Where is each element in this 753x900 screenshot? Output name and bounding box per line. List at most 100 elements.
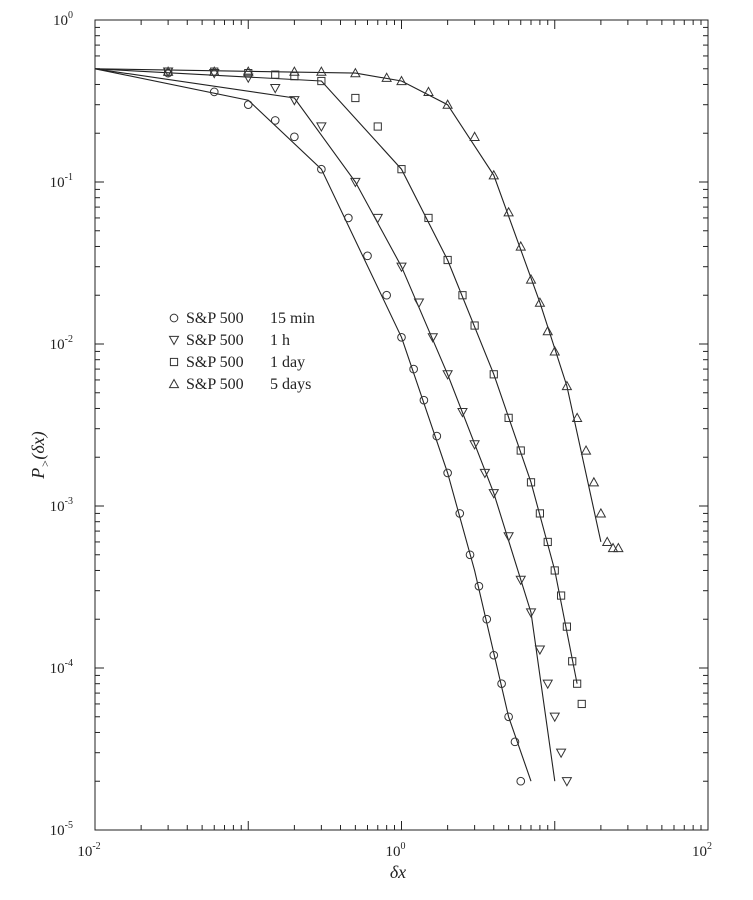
plot-frame bbox=[94, 19, 709, 831]
data-point bbox=[350, 177, 361, 188]
legend-name: S&P 500 bbox=[186, 332, 244, 349]
data-point bbox=[526, 478, 536, 487]
fit-line bbox=[94, 68, 602, 543]
y-tick-label: 10-3 bbox=[50, 496, 73, 515]
y-tick-label: 10-4 bbox=[50, 658, 73, 677]
data-point bbox=[424, 213, 433, 223]
legend: S&P 500 15 min S&P 500 1 h S&P 500 1 day S&P 5… bbox=[168, 310, 315, 393]
data-point bbox=[516, 446, 525, 455]
x-tick-label: 100 bbox=[386, 841, 406, 860]
data-point bbox=[510, 737, 520, 747]
data-point bbox=[397, 332, 406, 342]
svg-text:P>(δx): P>(δx) bbox=[28, 431, 52, 479]
data-point bbox=[242, 66, 254, 76]
data-point bbox=[543, 537, 552, 547]
data-point bbox=[270, 116, 280, 125]
data-point bbox=[534, 297, 546, 307]
data-point bbox=[458, 291, 467, 300]
data-point bbox=[316, 66, 327, 76]
data-point bbox=[209, 87, 219, 97]
series-triangle-down bbox=[162, 67, 573, 787]
series-circle bbox=[163, 68, 526, 786]
legend-marker bbox=[168, 335, 180, 346]
tick-labels: 10-2 100 102 100 10-1 10-2 10-3 10-4 10-5 bbox=[50, 10, 712, 860]
x-tick-label: 10-2 bbox=[77, 841, 100, 860]
data-point bbox=[397, 165, 406, 174]
legend-period: 1 h bbox=[270, 332, 290, 349]
data-point bbox=[580, 444, 592, 455]
data-point bbox=[465, 550, 475, 560]
plot-border bbox=[94, 19, 709, 831]
legend-marker bbox=[169, 313, 179, 323]
data-point bbox=[457, 407, 468, 418]
data-point bbox=[290, 132, 299, 142]
data-point bbox=[595, 507, 607, 518]
data-point bbox=[381, 72, 392, 82]
data-point bbox=[469, 440, 480, 450]
data-point bbox=[289, 96, 300, 106]
data-point bbox=[350, 67, 361, 78]
data-point bbox=[561, 777, 573, 787]
data-point bbox=[423, 86, 434, 96]
fit-lines bbox=[94, 68, 602, 782]
data-point bbox=[488, 169, 500, 180]
data-point bbox=[573, 679, 582, 688]
legend-period: 5 days bbox=[270, 376, 311, 393]
data-point bbox=[427, 333, 439, 343]
x-axis-title: δx bbox=[390, 862, 406, 882]
data-point bbox=[317, 164, 326, 174]
data-point bbox=[516, 776, 526, 786]
axis-ticks bbox=[94, 20, 708, 831]
data-point bbox=[290, 72, 299, 81]
data-point bbox=[317, 76, 326, 86]
data-point bbox=[396, 75, 407, 86]
y-axis-title: P>(δx) bbox=[28, 431, 52, 479]
data-point bbox=[571, 412, 583, 422]
data-point bbox=[482, 614, 492, 624]
data-point bbox=[503, 206, 514, 217]
data-point bbox=[243, 100, 253, 110]
data-point bbox=[504, 413, 513, 422]
data-point bbox=[443, 468, 452, 478]
data-point bbox=[568, 657, 577, 666]
data-point bbox=[208, 69, 220, 79]
data-point bbox=[549, 712, 561, 723]
data-point bbox=[208, 66, 220, 76]
y-tick-label: 100 bbox=[53, 10, 73, 29]
data-point bbox=[497, 679, 506, 689]
x-tick-label: 102 bbox=[692, 841, 712, 860]
legend-name: S&P 500 bbox=[186, 376, 244, 393]
data-point bbox=[515, 240, 527, 251]
data-point bbox=[363, 251, 372, 261]
data-point bbox=[316, 122, 327, 133]
data-point bbox=[488, 489, 500, 499]
fit-line bbox=[94, 68, 556, 782]
series-square bbox=[164, 67, 586, 709]
data-point bbox=[607, 542, 619, 553]
data-point bbox=[242, 73, 254, 84]
data-point bbox=[535, 509, 544, 518]
data-point bbox=[542, 679, 554, 690]
y-tick-label: 10-5 bbox=[50, 820, 73, 839]
y-tick-label: 10-1 bbox=[50, 172, 73, 191]
data-point bbox=[601, 536, 613, 547]
data-point bbox=[442, 370, 453, 380]
data-point bbox=[474, 581, 484, 591]
data-point bbox=[442, 99, 453, 109]
data-point bbox=[344, 213, 353, 223]
fit-line bbox=[94, 68, 578, 684]
fit-line bbox=[94, 68, 532, 782]
data-point bbox=[555, 748, 567, 759]
data-markers bbox=[162, 66, 624, 787]
data-point bbox=[396, 262, 407, 273]
legend-name: S&P 500 bbox=[186, 354, 244, 371]
data-point bbox=[612, 542, 624, 553]
y-tick-label: 10-2 bbox=[50, 334, 73, 353]
data-point bbox=[489, 370, 498, 379]
data-point bbox=[562, 622, 571, 631]
data-point bbox=[419, 395, 429, 405]
data-point bbox=[549, 345, 561, 356]
data-point bbox=[443, 255, 452, 265]
legend-name: S&P 500 bbox=[186, 310, 244, 327]
